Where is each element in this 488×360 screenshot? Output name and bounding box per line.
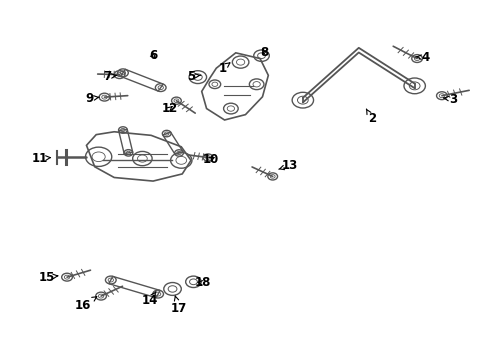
Text: 10: 10 [202, 153, 218, 166]
Text: 2: 2 [366, 109, 375, 125]
Text: 14: 14 [141, 292, 158, 307]
Text: 16: 16 [75, 297, 97, 312]
Text: 11: 11 [31, 152, 50, 165]
Text: 3: 3 [443, 93, 457, 106]
Text: 13: 13 [278, 159, 297, 172]
Text: 18: 18 [194, 276, 210, 289]
Text: 6: 6 [149, 49, 157, 62]
Text: 5: 5 [186, 69, 200, 82]
Text: 7: 7 [103, 70, 117, 83]
Text: 4: 4 [415, 51, 428, 64]
Text: 12: 12 [161, 102, 177, 115]
Text: 17: 17 [170, 296, 186, 315]
Text: 1: 1 [218, 62, 229, 75]
Text: 8: 8 [259, 46, 267, 59]
Text: 15: 15 [39, 271, 58, 284]
Text: 9: 9 [85, 92, 100, 105]
